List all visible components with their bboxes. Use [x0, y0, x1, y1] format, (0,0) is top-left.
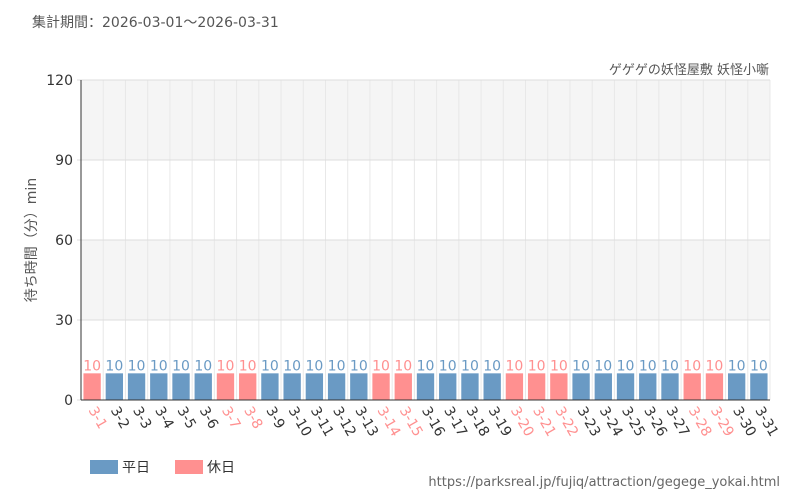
bar — [216, 373, 235, 400]
period-text: 集計期間：2026-03-01～2026-03-31 — [32, 15, 279, 31]
chart-title: ゲゲゲの妖怪屋敷 妖怪小噺 — [609, 63, 769, 78]
bar — [105, 373, 124, 400]
x-tick-label: 3-1 — [85, 404, 110, 432]
bar — [439, 373, 457, 400]
data-label: 10 — [550, 358, 568, 374]
data-label: 10 — [572, 358, 590, 374]
y-tick-labels: 0 30 60 90 120 — [46, 73, 73, 409]
y-tick-label: 30 — [55, 313, 73, 329]
data-label: 10 — [350, 358, 368, 374]
data-label: 10 — [528, 358, 546, 374]
bar — [483, 373, 501, 400]
grid-band — [81, 80, 770, 160]
data-label: 10 — [372, 358, 390, 374]
data-label: 10 — [128, 358, 146, 374]
y-tick-label: 60 — [55, 233, 73, 249]
data-label: 10 — [261, 358, 279, 374]
x-tick-label: 3-5 — [174, 404, 199, 432]
data-label: 10 — [617, 358, 635, 374]
data-label: 10 — [83, 358, 101, 374]
grid-bands — [81, 80, 770, 320]
bar — [594, 373, 612, 400]
y-tick-label: 120 — [46, 73, 73, 89]
legend-swatch-holiday — [175, 460, 203, 474]
bar — [505, 373, 524, 400]
bar — [461, 373, 479, 400]
legend: 平日 休日 — [90, 460, 235, 476]
y-tick-label: 90 — [55, 153, 73, 169]
bar — [327, 373, 346, 400]
bar — [394, 373, 412, 400]
bar — [750, 373, 768, 400]
x-tick-labels: 3-13-23-33-43-53-63-73-83-93-103-113-123… — [85, 404, 782, 440]
data-label: 10 — [283, 358, 301, 374]
bar — [127, 373, 146, 400]
bar — [683, 373, 701, 400]
bar — [550, 373, 568, 400]
data-label: 10 — [417, 358, 435, 374]
data-label: 10 — [150, 358, 168, 374]
bar — [616, 373, 635, 400]
data-label: 10 — [706, 358, 724, 374]
x-tick-label: 3-31 — [751, 404, 781, 440]
x-tick-label: 3-2 — [107, 404, 132, 432]
bar — [261, 373, 279, 400]
legend-label-holiday: 休日 — [207, 460, 235, 476]
bar — [172, 373, 190, 400]
data-label: 10 — [661, 358, 679, 374]
bar — [239, 373, 257, 400]
bar — [639, 373, 657, 400]
bars — [83, 373, 768, 400]
data-label: 10 — [394, 358, 412, 374]
legend-label-weekday: 平日 — [122, 460, 150, 476]
data-label: 10 — [728, 358, 746, 374]
grid-band — [81, 240, 770, 320]
data-label: 10 — [305, 358, 323, 374]
bar — [527, 373, 546, 400]
bar — [416, 373, 435, 400]
data-label: 10 — [439, 358, 457, 374]
data-label: 10 — [328, 358, 346, 374]
x-tick-label: 3-7 — [218, 404, 243, 432]
data-label: 10 — [105, 358, 123, 374]
bar — [705, 373, 724, 400]
y-tick-label: 0 — [64, 393, 73, 409]
data-label: 10 — [483, 358, 501, 374]
bar — [372, 373, 390, 400]
bar — [83, 373, 101, 400]
x-tick-label: 3-4 — [151, 404, 176, 432]
data-label: 10 — [239, 358, 257, 374]
data-label: 10 — [594, 358, 612, 374]
data-label: 10 — [639, 358, 657, 374]
data-label: 10 — [750, 358, 768, 374]
legend-swatch-weekday — [90, 460, 118, 474]
source-url: https://parksreal.jp/fujiq/attraction/ge… — [428, 475, 780, 490]
bar — [194, 373, 212, 400]
data-label: 10 — [217, 358, 235, 374]
x-tick-label: 3-8 — [240, 404, 265, 432]
data-label: 10 — [172, 358, 190, 374]
x-tick-label: 3-9 — [262, 404, 287, 432]
y-axis-label: 待ち時間（分）min — [24, 178, 40, 302]
data-label: 10 — [683, 358, 701, 374]
bar — [150, 373, 168, 400]
bar — [661, 373, 679, 400]
x-tick-label: 3-6 — [196, 404, 221, 432]
bar — [305, 373, 324, 400]
bar — [727, 373, 746, 400]
bar — [350, 373, 368, 400]
data-label: 10 — [505, 358, 523, 374]
bar — [283, 373, 301, 400]
data-labels: 10 10 10 10 10 10 10 10 10 10 10 10 10 10 10 10 10 10 10 10… — [83, 358, 768, 374]
data-label: 10 — [194, 358, 212, 374]
data-label: 10 — [461, 358, 479, 374]
x-tick-label: 3-3 — [129, 404, 154, 432]
bar — [572, 373, 590, 400]
